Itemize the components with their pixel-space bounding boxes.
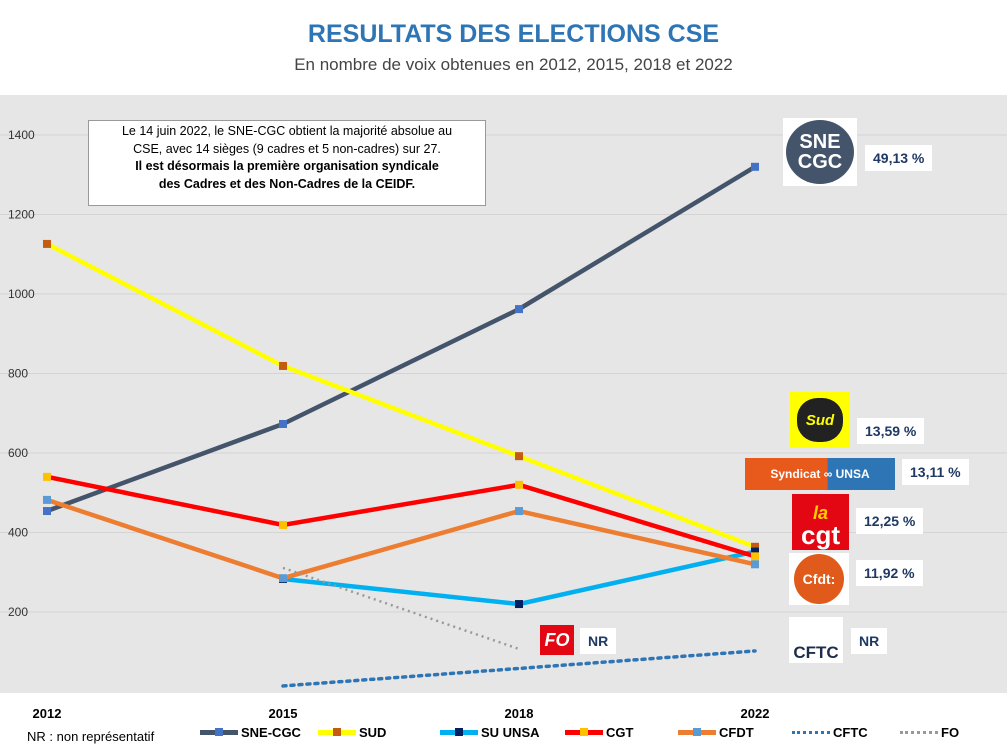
legend-item: SU UNSA bbox=[440, 725, 540, 740]
chart-subtitle: En nombre de voix obtenues en 2012, 2015… bbox=[294, 55, 733, 74]
data-point bbox=[43, 239, 51, 248]
data-point bbox=[515, 600, 523, 609]
result-sne-cgc: 49,13 % bbox=[865, 145, 933, 171]
data-point bbox=[43, 472, 51, 481]
annotation-box: Le 14 juin 2022, le SNE-CGC obtient la m… bbox=[88, 120, 486, 206]
y-tick-label: 1400 bbox=[8, 128, 35, 142]
data-point bbox=[279, 361, 287, 370]
result-sud: 13,59 % bbox=[857, 418, 925, 444]
legend-swatch bbox=[678, 728, 716, 736]
series-line-sud bbox=[45, 241, 756, 549]
result-cfdt: 11,92 % bbox=[856, 560, 923, 586]
data-point bbox=[751, 552, 759, 561]
legend-item: SNE-CGC bbox=[200, 725, 301, 740]
legend-label: CFTC bbox=[833, 725, 868, 740]
result-fo: NR bbox=[580, 628, 617, 654]
y-tick-label: 800 bbox=[8, 367, 28, 381]
x-tick-label: 2022 bbox=[741, 706, 770, 721]
data-point bbox=[43, 507, 51, 516]
series-line-cftc bbox=[281, 649, 757, 688]
legend-label: CGT bbox=[606, 725, 634, 740]
annotation-line: CSE, avec 14 sièges (9 cadres et 5 non-c… bbox=[133, 141, 441, 156]
legend-swatch bbox=[200, 728, 238, 736]
annotation-line: des Cadres et des Non-Cadres de la CEIDF… bbox=[158, 176, 416, 191]
data-point bbox=[279, 419, 287, 428]
legend-label: SUD bbox=[359, 725, 387, 740]
data-point bbox=[751, 560, 759, 569]
fo-logo: FO bbox=[540, 625, 574, 655]
legend-swatch bbox=[565, 728, 603, 736]
legend-label: SU UNSA bbox=[481, 725, 540, 740]
legend-item: FO bbox=[900, 725, 959, 740]
x-tick-label: 2018 bbox=[505, 706, 534, 721]
y-tick-label: 1200 bbox=[8, 208, 35, 222]
result-unsa: 13,11 % bbox=[902, 459, 969, 485]
data-point bbox=[515, 507, 523, 516]
annotation-line: Il est désormais la première organisatio… bbox=[135, 159, 439, 173]
data-point bbox=[751, 542, 759, 551]
series-line-cgt bbox=[46, 474, 756, 559]
legend-swatch bbox=[792, 731, 830, 734]
cfdt-logo: Cfdt: bbox=[789, 553, 849, 605]
data-point bbox=[515, 305, 523, 314]
footnote: NR : non représentatif bbox=[27, 729, 155, 744]
annotation-line: Le 14 juin 2022, le SNE-CGC obtient la m… bbox=[121, 124, 453, 138]
legend-swatch bbox=[440, 728, 478, 736]
chart-title: RESULTATS DES ELECTIONS CSE bbox=[307, 20, 720, 48]
legend-swatch bbox=[900, 731, 938, 734]
result-cftc: NR bbox=[851, 628, 888, 654]
result-cgt: 12,25 % bbox=[856, 508, 924, 534]
y-tick-label: 1000 bbox=[8, 287, 35, 301]
data-point bbox=[515, 480, 523, 489]
y-tick-label: 200 bbox=[8, 605, 28, 619]
legend-item: CFDT bbox=[678, 725, 754, 740]
data-point bbox=[751, 162, 759, 171]
data-point bbox=[279, 520, 287, 529]
legend-item: CGT bbox=[565, 725, 633, 740]
data-point bbox=[751, 547, 759, 556]
data-point bbox=[279, 574, 287, 583]
data-point bbox=[515, 452, 523, 461]
x-tick-label: 2012 bbox=[33, 706, 62, 721]
legend-label: CFDT bbox=[719, 725, 754, 740]
sud-logo: Sud bbox=[790, 392, 850, 448]
legend-label: FO bbox=[941, 725, 960, 740]
legend-item: CFTC bbox=[792, 725, 868, 740]
unsa-logo: Syndicat ∞ UNSA bbox=[745, 458, 895, 490]
legend-swatch bbox=[318, 728, 356, 736]
cftc-logo: CFTC bbox=[789, 617, 843, 663]
data-point bbox=[43, 495, 51, 504]
legend-item: SUD bbox=[318, 725, 386, 740]
series-line-cfdt bbox=[46, 497, 756, 581]
series-line-sne-cgc bbox=[46, 164, 757, 514]
y-tick-label: 600 bbox=[8, 446, 28, 460]
x-tick-label: 2015 bbox=[269, 706, 298, 721]
y-tick-label: 400 bbox=[8, 526, 28, 540]
legend-label: SNE-CGC bbox=[241, 725, 301, 740]
cgt-logo: la cgt bbox=[792, 494, 849, 550]
sne-cgc-logo: SNE CGC bbox=[783, 118, 857, 186]
